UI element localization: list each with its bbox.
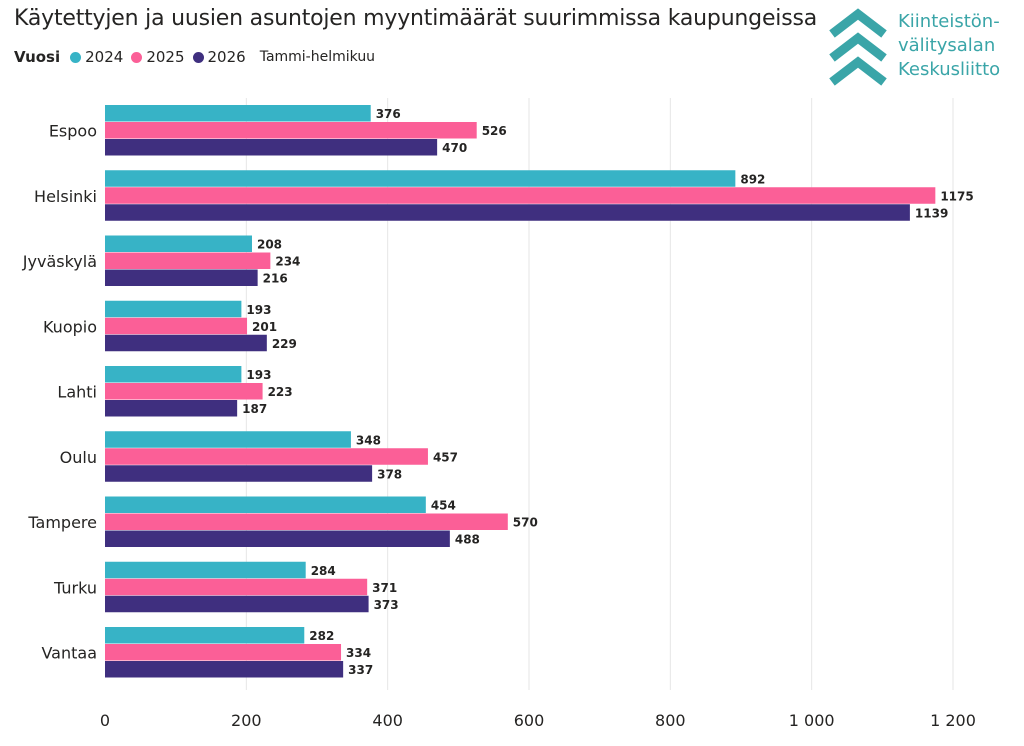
value-label-tampere-2024: 454: [431, 499, 456, 513]
category-label-jyväskylä: Jyväskylä: [22, 252, 97, 271]
value-label-tampere-2026: 488: [455, 533, 480, 547]
category-label-lahti: Lahti: [57, 383, 97, 402]
bar-tampere-2026: [105, 530, 450, 547]
legend-item-2026[interactable]: 2026: [192, 48, 246, 66]
bar-helsinki-2025: [105, 187, 936, 204]
x-tick-label-0: 0: [100, 711, 110, 730]
category-label-kuopio: Kuopio: [43, 317, 97, 336]
legend-title: Vuosi: [14, 48, 61, 66]
bar-kuopio-2026: [105, 334, 267, 352]
bar-espoo-2025: [105, 122, 477, 139]
legend-label-2026: 2026: [207, 48, 246, 66]
bar-tampere-2024: [105, 496, 426, 513]
value-label-espoo-2025: 526: [482, 124, 507, 138]
bar-vantaa-2025: [105, 644, 342, 661]
value-label-lahti-2025: 223: [268, 385, 293, 399]
value-label-oulu-2026: 378: [377, 467, 402, 481]
x-tick-label-1200: 1 200: [930, 711, 976, 730]
legend-label-2024: 2024: [85, 48, 124, 66]
bar-kuopio-2025: [105, 317, 248, 335]
bar-lahti-2025: [105, 383, 263, 400]
bar-tampere-2025: [105, 513, 508, 530]
period-note: Tammi-helmikuu: [259, 49, 376, 65]
value-label-jyväskylä-2025: 234: [275, 255, 300, 269]
x-tick-label-400: 400: [372, 711, 403, 730]
category-label-oulu: Oulu: [60, 448, 97, 467]
value-label-oulu-2025: 457: [433, 450, 458, 464]
bar-turku-2026: [105, 595, 369, 613]
value-label-vantaa-2025: 334: [346, 646, 371, 660]
value-label-tampere-2025: 570: [513, 516, 538, 530]
legend-dot-2025: [131, 51, 143, 63]
bar-helsinki-2026: [105, 204, 910, 221]
x-tick-label-800: 800: [655, 711, 686, 730]
legend-dot-2026: [192, 51, 204, 63]
logo-line-1: Kiinteistön-: [898, 11, 1000, 32]
bar-lahti-2024: [105, 366, 242, 383]
value-label-oulu-2024: 348: [356, 433, 381, 447]
value-label-turku-2026: 373: [374, 598, 399, 612]
value-label-turku-2025: 371: [372, 581, 397, 595]
logo-line-2: välitysalan: [898, 35, 996, 56]
logo-line-3: Keskusliitto: [898, 59, 1001, 80]
value-label-jyväskylä-2026: 216: [263, 272, 288, 286]
x-tick-label-600: 600: [514, 711, 545, 730]
category-label-turku: Turku: [53, 578, 97, 597]
logo: Kiinteistön- välitysalan Keskusliitto: [826, 8, 1016, 90]
legend-item-2024[interactable]: 2024: [70, 48, 123, 66]
legend-dot-2024: [70, 51, 82, 63]
value-label-kuopio-2026: 229: [272, 337, 297, 351]
value-label-lahti-2026: 187: [242, 402, 267, 416]
chevron-logo-icon: [829, 8, 887, 86]
bar-oulu-2025: [105, 448, 428, 465]
value-label-kuopio-2025: 201: [252, 320, 277, 334]
value-label-helsinki-2026: 1139: [915, 206, 948, 220]
legend-label-2025: 2025: [146, 48, 185, 66]
value-label-turku-2024: 284: [311, 564, 336, 578]
logo-text: Kiinteistön- välitysalan Keskusliitto: [898, 10, 1000, 82]
bar-jyväskylä-2024: [105, 235, 252, 252]
bar-helsinki-2024: [105, 170, 736, 187]
bar-espoo-2026: [105, 139, 438, 156]
bar-vantaa-2024: [105, 627, 305, 644]
bar-jyväskylä-2025: [105, 252, 271, 269]
bar-oulu-2026: [105, 465, 373, 482]
bar-oulu-2024: [105, 431, 351, 448]
value-label-jyväskylä-2024: 208: [257, 238, 282, 252]
bar-lahti-2026: [105, 400, 238, 417]
legend-item-2025[interactable]: 2025: [131, 48, 185, 66]
bar-turku-2025: [105, 578, 368, 596]
category-label-espoo: Espoo: [49, 122, 97, 141]
bar-turku-2024: [105, 561, 306, 579]
chart-title: Käytettyjen ja uusien asuntojen myyntimä…: [14, 6, 817, 31]
category-label-vantaa: Vantaa: [41, 644, 97, 663]
legend: Vuosi 2024 2025 2026 Tammi-helmikuu: [14, 48, 375, 66]
bar-espoo-2024: [105, 105, 371, 122]
value-label-vantaa-2026: 337: [348, 663, 373, 677]
value-label-kuopio-2024: 193: [246, 303, 271, 317]
value-label-helsinki-2025: 1175: [940, 189, 973, 203]
value-label-vantaa-2024: 282: [309, 629, 334, 643]
value-label-helsinki-2024: 892: [740, 172, 765, 186]
x-tick-label-1000: 1 000: [789, 711, 835, 730]
bar-jyväskylä-2026: [105, 269, 258, 286]
value-label-lahti-2024: 193: [246, 368, 271, 382]
category-label-helsinki: Helsinki: [34, 187, 97, 206]
value-label-espoo-2026: 470: [442, 141, 467, 155]
x-tick-label-200: 200: [231, 711, 262, 730]
bar-vantaa-2026: [105, 661, 344, 678]
category-label-tampere: Tampere: [27, 513, 97, 532]
value-label-espoo-2024: 376: [376, 107, 401, 121]
bar-kuopio-2024: [105, 300, 242, 318]
